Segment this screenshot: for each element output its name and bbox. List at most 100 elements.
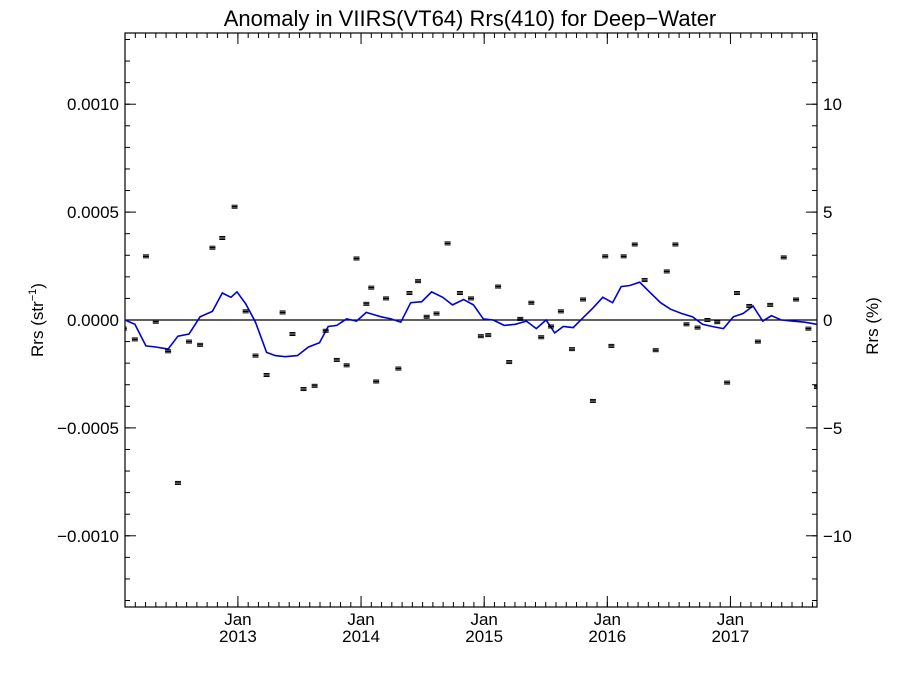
data-point — [279, 310, 286, 315]
data-point — [580, 297, 587, 302]
data-point — [733, 291, 740, 296]
data-point — [289, 332, 296, 337]
data-point — [805, 326, 812, 331]
data-point — [485, 333, 492, 338]
data-point — [517, 316, 524, 321]
y-left-tick-label: 0.0005 — [67, 203, 119, 222]
data-point — [209, 245, 216, 250]
data-point — [252, 353, 259, 358]
data-point — [746, 303, 753, 308]
data-point — [373, 379, 380, 384]
data-point — [602, 254, 609, 259]
data-point — [423, 314, 430, 319]
data-point — [174, 480, 181, 485]
y-right-tick-label: 5 — [823, 203, 832, 222]
data-point — [231, 204, 238, 209]
data-point — [672, 242, 679, 247]
data-point — [444, 241, 451, 246]
data-point — [754, 339, 761, 344]
data-point — [538, 335, 545, 340]
data-point — [395, 366, 402, 371]
chart-title: Anomaly in VIIRS(VT64) Rrs(410) for Deep… — [224, 6, 717, 31]
y-axis-left-label-main: Rrs (str — [28, 301, 47, 357]
x-tick-label-year: 2017 — [712, 627, 750, 646]
trend-line — [124, 281, 818, 358]
data-point — [343, 363, 350, 368]
y-axis-left-label: Rrs (str−1) — [27, 283, 47, 357]
data-point — [186, 339, 193, 344]
data-point — [353, 256, 360, 261]
x-tick-label-year: 2015 — [465, 627, 503, 646]
x-tick-label-year: 2014 — [342, 627, 380, 646]
y-axis-left-label-sup: −1 — [27, 289, 39, 302]
y-left-tick-label: 0.0010 — [67, 95, 119, 114]
data-point — [780, 255, 787, 260]
data-point — [477, 334, 484, 339]
y-left-tick-label: −0.0010 — [57, 527, 119, 546]
data-point — [300, 387, 307, 392]
data-point — [714, 320, 721, 325]
data-point — [767, 302, 774, 307]
data-point — [131, 337, 138, 342]
x-tick-label-month: Jan — [594, 610, 621, 629]
data-point — [322, 328, 329, 333]
y-left-tick-label: −0.0005 — [57, 419, 119, 438]
data-point — [704, 318, 711, 322]
x-tick-label-year: 2013 — [219, 627, 257, 646]
data-point — [415, 279, 422, 284]
data-point — [631, 242, 638, 247]
x-tick-label-month: Jan — [224, 610, 251, 629]
x-tick-label-year: 2016 — [588, 627, 626, 646]
data-point — [263, 373, 270, 378]
y-right-tick-label: 0 — [823, 311, 832, 330]
y-axis-right: 10 5 0 −5 −10 — [806, 38, 852, 602]
data-point — [165, 349, 172, 354]
data-point — [557, 309, 564, 314]
data-point — [620, 254, 627, 259]
data-point — [333, 357, 340, 362]
data-point — [142, 254, 149, 259]
y-right-tick-label: 10 — [823, 95, 842, 114]
data-point — [456, 291, 463, 296]
data-point — [197, 342, 204, 347]
y-axis-left: 0.0010 0.0005 0.0000 −0.0005 −0.0010 — [57, 38, 136, 602]
data-point — [368, 285, 375, 290]
data-point — [468, 296, 474, 301]
data-point — [589, 398, 596, 403]
y-axis-left-label-end: ) — [28, 283, 47, 289]
data-point — [548, 324, 555, 329]
x-tick-label-month: Jan — [347, 610, 374, 629]
x-tick-label-month: Jan — [717, 610, 744, 629]
data-point — [383, 296, 390, 301]
data-point — [495, 284, 502, 289]
y-axis-right-label: Rrs (%) — [863, 297, 882, 355]
data-point — [311, 383, 318, 388]
data-point — [663, 269, 670, 274]
anomaly-trend-series — [124, 281, 818, 358]
y-left-tick-label: 0.0000 — [67, 311, 119, 330]
y-right-tick-label: −10 — [823, 527, 852, 546]
data-point — [506, 360, 513, 365]
data-point — [793, 297, 800, 302]
data-point — [125, 326, 127, 331]
data-point — [363, 301, 370, 306]
anomaly-points-series — [125, 204, 817, 485]
data-point — [608, 343, 615, 348]
y-right-tick-label: −5 — [823, 419, 842, 438]
data-point — [219, 236, 226, 240]
data-point — [694, 325, 701, 330]
data-point — [242, 309, 249, 314]
data-point — [406, 291, 413, 296]
data-point — [683, 322, 690, 327]
data-point — [433, 311, 440, 316]
data-point — [641, 278, 648, 283]
data-point — [724, 380, 731, 385]
x-tick-label-month: Jan — [470, 610, 497, 629]
data-point — [152, 319, 159, 324]
data-point — [652, 348, 659, 353]
data-point — [568, 347, 575, 352]
data-point — [528, 300, 535, 305]
data-point — [814, 384, 817, 389]
